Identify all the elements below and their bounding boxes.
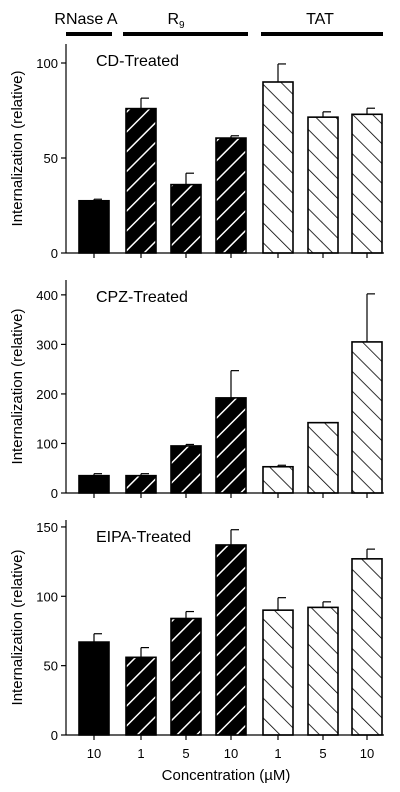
panel-label: CPZ-Treated [96, 289, 188, 306]
group-header: RNase A R9 TAT [54, 11, 383, 36]
bar [262, 609, 294, 736]
x-tick-label: 5 [319, 746, 326, 761]
y-tick-label: 150 [36, 520, 58, 535]
bar [215, 397, 247, 494]
y-tick-label: 400 [36, 288, 58, 303]
y-tick-label: 300 [36, 337, 58, 352]
y-axis-title: Internalization (relative) [9, 550, 26, 706]
panel-eipa-treated: 0 50 100 150 EIPA-Treated Internalization (re… [9, 520, 384, 743]
group-label-r9-subscript: 9 [179, 20, 185, 31]
y-tick-label: 0 [51, 246, 58, 261]
bar [215, 544, 247, 736]
y-tick-label: 0 [51, 486, 58, 501]
bar [351, 341, 383, 494]
y-tick-label: 200 [36, 387, 58, 402]
bar [78, 641, 110, 736]
bar [78, 199, 110, 254]
group-label-rnase: RNase A [54, 11, 117, 28]
panel-label: EIPA-Treated [96, 529, 191, 546]
y-tick-label: 100 [36, 56, 58, 71]
bar [170, 445, 202, 494]
x-tick-label: 1 [274, 746, 281, 761]
bar [262, 81, 294, 254]
y-axis-title: Internalization (relative) [9, 71, 26, 227]
y-tick-label: 100 [36, 436, 58, 451]
x-tick-label: 10 [360, 746, 374, 761]
y-tick-label: 50 [44, 151, 58, 166]
bar [307, 116, 339, 254]
panel-cd-treated: 0 50 100 CD-Treated Internalization (relativ… [9, 44, 384, 261]
bar [170, 617, 202, 736]
y-tick-label: 50 [44, 659, 58, 674]
bar [125, 656, 157, 736]
y-tick-label: 100 [36, 589, 58, 604]
bar [351, 558, 383, 736]
x-tick-label: 10 [87, 746, 101, 761]
group-label-tat: TAT [306, 11, 334, 28]
x-tick-label: 1 [137, 746, 144, 761]
bar [307, 421, 339, 494]
x-tick-labels: 10 1 5 10 1 5 10 [87, 746, 374, 761]
bar [307, 606, 339, 736]
bar [262, 465, 294, 494]
x-tick-label: 5 [182, 746, 189, 761]
group-label-r9: R9 [167, 11, 185, 31]
x-axis-title: Concentration (µM) [162, 767, 291, 784]
bar [215, 137, 247, 254]
bar [125, 474, 157, 494]
y-tick-label: 0 [51, 728, 58, 743]
bar [170, 183, 202, 254]
panel-label: CD-Treated [96, 53, 179, 70]
y-axis-title: Internalization (relative) [9, 309, 26, 465]
x-tick-label: 10 [224, 746, 238, 761]
bar [125, 107, 157, 254]
panel-cpz-treated: 0 100 200 300 400 CPZ-Treated Internalization … [9, 280, 384, 501]
bar [78, 474, 110, 494]
bar [351, 113, 383, 254]
